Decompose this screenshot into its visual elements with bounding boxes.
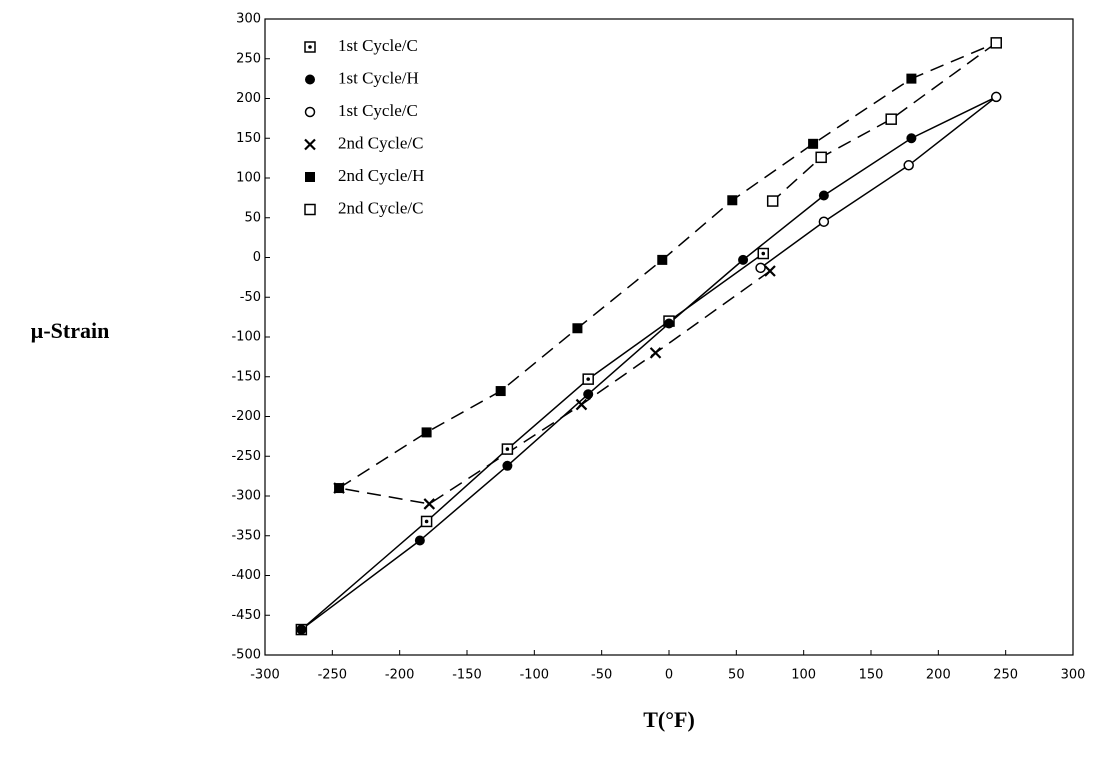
marker (414, 535, 425, 546)
marker (649, 347, 662, 359)
y-tick-label: -100 (231, 330, 261, 345)
x-tick-label: -100 (520, 668, 550, 683)
y-tick-label: -400 (231, 568, 261, 583)
marker (304, 138, 316, 151)
y-axis-label: µ-Strain (31, 318, 110, 343)
y-tick-label: -50 (240, 290, 261, 305)
x-tick-label: -300 (250, 668, 280, 683)
marker (582, 373, 594, 385)
y-tick-label: 200 (236, 91, 261, 106)
x-tick-label: 100 (791, 668, 816, 683)
marker (502, 460, 513, 471)
x-tick-label: 150 (859, 668, 884, 683)
marker (304, 106, 316, 118)
marker (766, 195, 779, 207)
y-tick-label: 50 (244, 210, 261, 225)
y-tick-label: -500 (231, 648, 261, 663)
marker (572, 323, 583, 334)
marker (815, 151, 827, 164)
marker (304, 203, 316, 216)
x-tick-label: 50 (728, 668, 745, 683)
marker (906, 73, 917, 84)
y-tick-label: 150 (236, 131, 261, 146)
marker (757, 247, 770, 260)
y-tick-label: 100 (236, 171, 261, 186)
marker (990, 91, 1002, 103)
y-tick-label: 250 (236, 51, 261, 66)
x-tick-label: 0 (665, 668, 673, 683)
x-tick-label: 250 (993, 668, 1018, 683)
marker (738, 254, 749, 265)
marker (304, 41, 316, 53)
marker (990, 37, 1002, 49)
marker (764, 265, 776, 277)
y-tick-label: -200 (231, 409, 261, 424)
marker (906, 133, 917, 144)
marker (420, 515, 433, 528)
legend-label: 2nd Cycle/C (338, 133, 423, 152)
series-line (772, 42, 997, 202)
series-line (760, 96, 997, 269)
y-tick-label: -250 (231, 449, 261, 464)
y-tick-label: 300 (236, 12, 261, 27)
marker (305, 74, 315, 85)
marker (334, 483, 345, 494)
marker (818, 190, 829, 201)
series-line (300, 252, 764, 631)
marker (903, 160, 914, 171)
series-line (338, 42, 997, 489)
marker (727, 195, 738, 206)
x-tick-label: -250 (318, 668, 348, 683)
marker (808, 138, 819, 149)
marker (501, 443, 514, 455)
legend-label: 1st Cycle/C (338, 36, 418, 55)
x-tick-label: -50 (591, 668, 612, 683)
x-tick-label: 300 (1061, 668, 1086, 683)
series-line (338, 270, 771, 505)
marker (657, 254, 668, 265)
marker (423, 498, 436, 510)
marker (296, 624, 307, 635)
legend-label: 2nd Cycle/H (338, 166, 424, 185)
y-tick-label: -450 (231, 608, 261, 623)
marker (305, 172, 315, 182)
y-tick-label: -350 (231, 528, 261, 543)
marker (575, 398, 588, 411)
y-tick-label: -300 (231, 489, 261, 504)
marker (664, 318, 674, 329)
marker (421, 427, 432, 438)
x-tick-label: 200 (926, 668, 951, 683)
marker (818, 216, 830, 227)
marker (755, 262, 766, 274)
legend-label: 1st Cycle/H (338, 68, 419, 87)
marker (583, 389, 594, 400)
y-tick-label: -150 (231, 369, 261, 384)
legend-label: 2nd Cycle/C (338, 198, 423, 217)
x-axis-label: T(°F) (643, 707, 695, 732)
legend-label: 1st Cycle/C (338, 101, 418, 120)
y-tick-label: 0 (253, 250, 261, 265)
x-tick-label: -200 (385, 668, 415, 683)
x-tick-label: -150 (452, 668, 482, 683)
marker (495, 386, 506, 397)
marker (885, 113, 897, 125)
